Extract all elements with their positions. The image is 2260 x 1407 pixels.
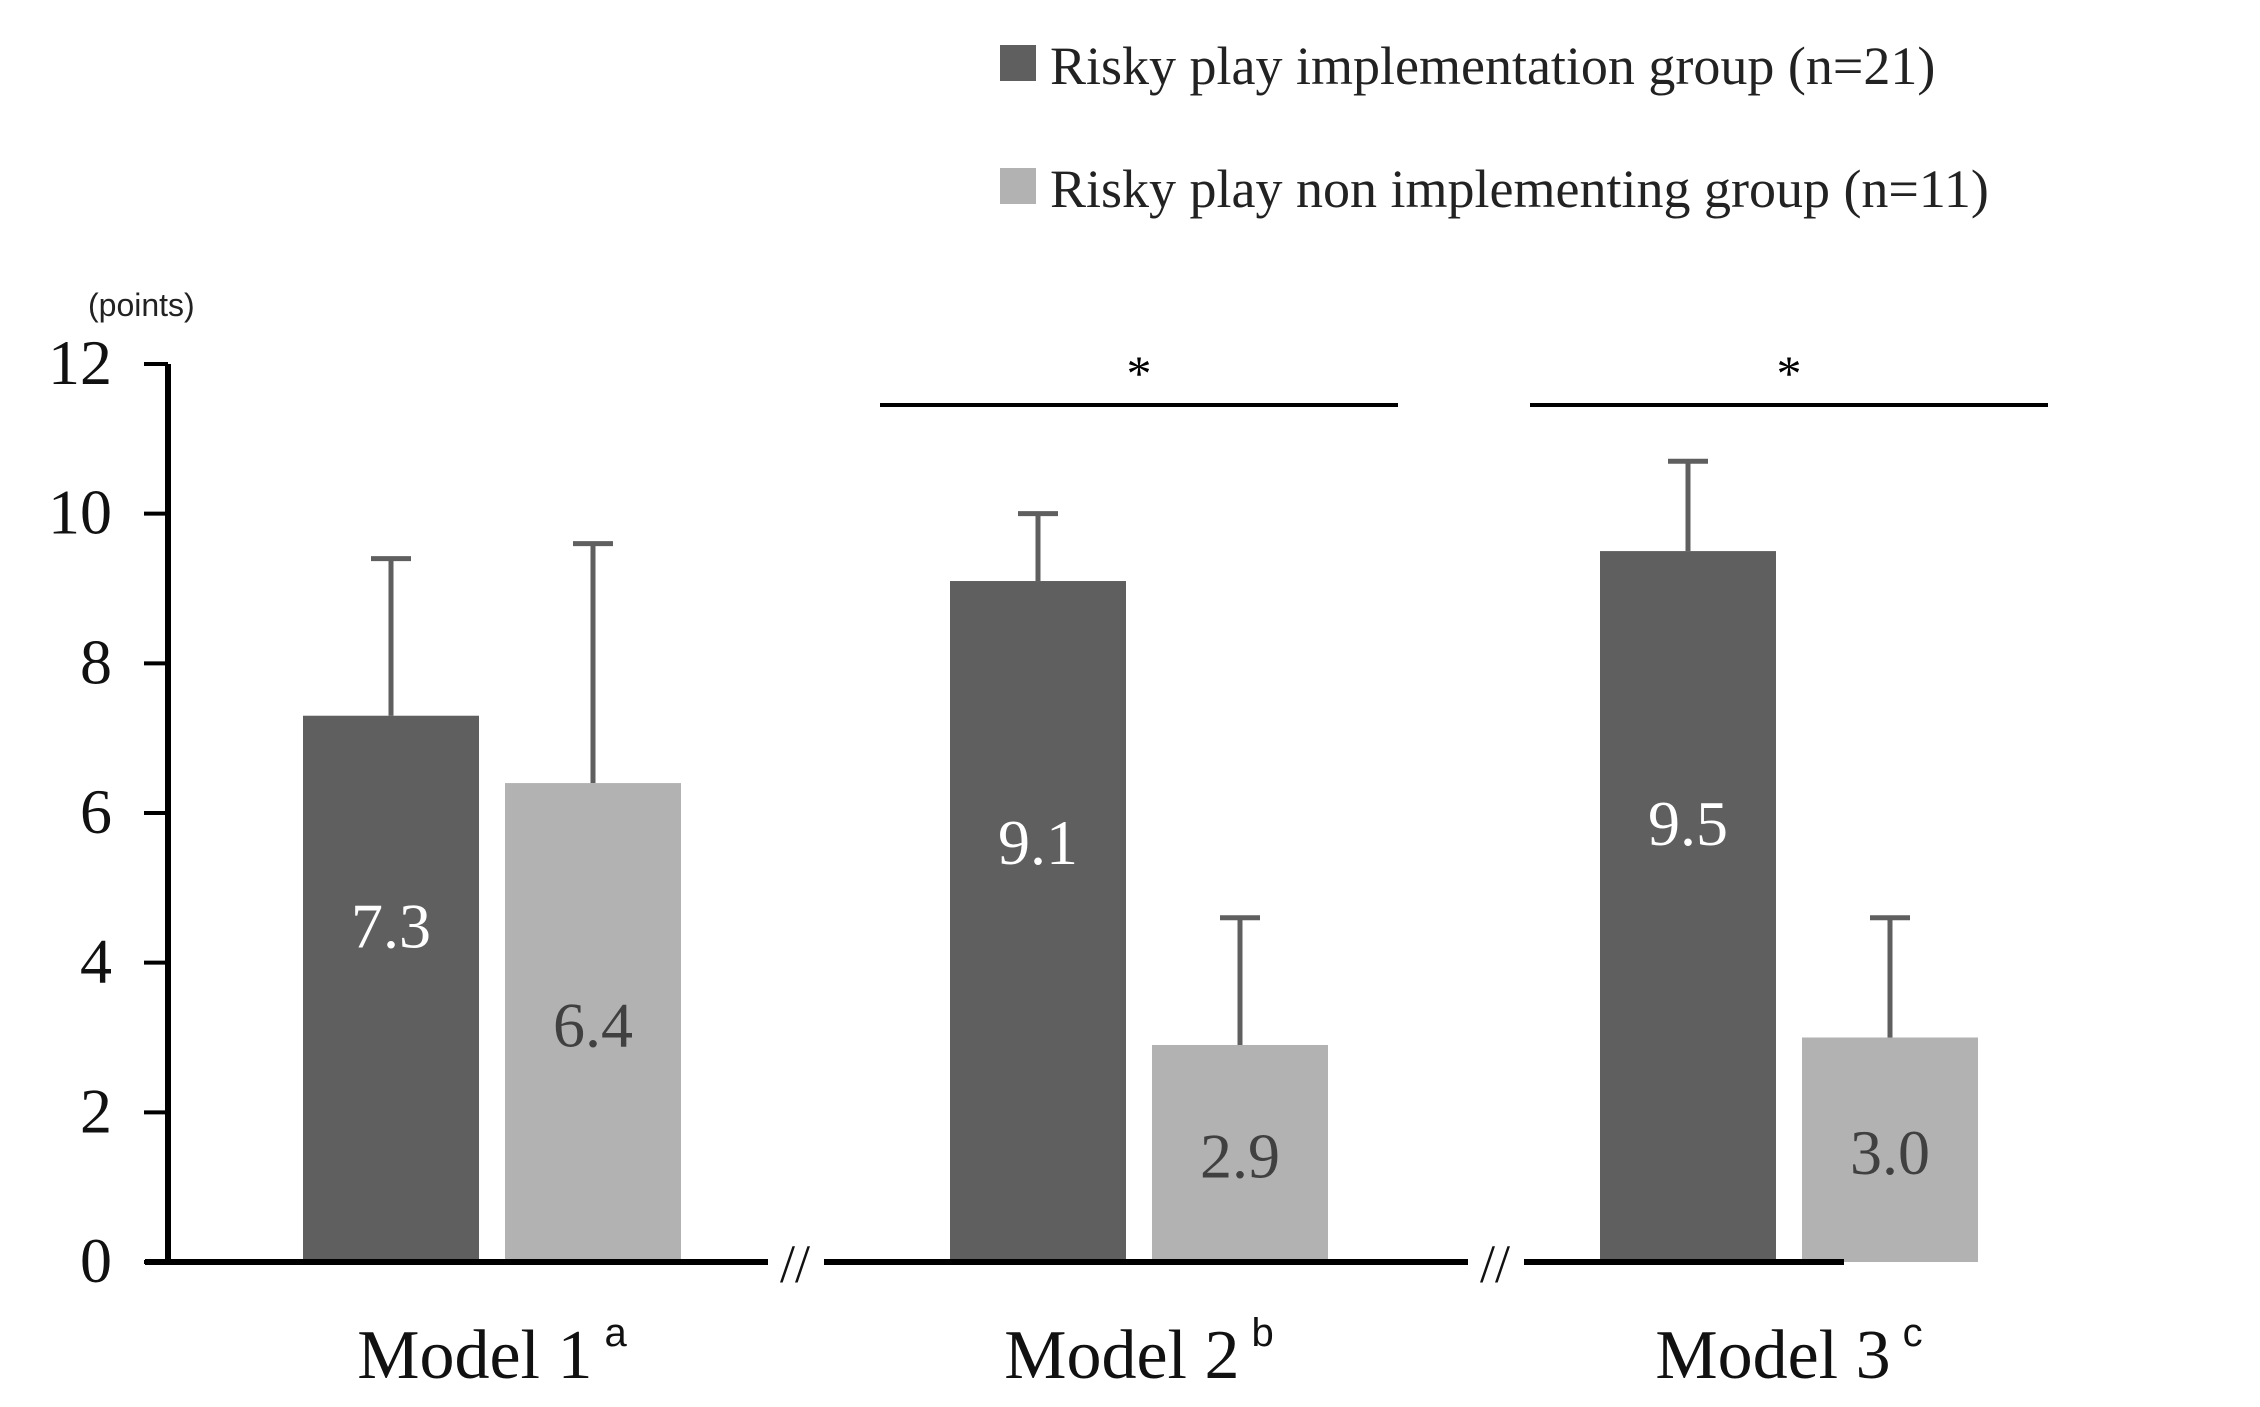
bar-value-label: 7.3 [351, 890, 431, 961]
axes-layer: // // [145, 364, 1844, 1294]
significance-asterisk: * [1777, 345, 1802, 401]
bar-non-implementing [1152, 1044, 1328, 1262]
bars-layer: 7.3 6.4 9.1 2.9 9.5 3.0 [303, 458, 1978, 1262]
category-label-text: Model 1 [357, 1317, 592, 1394]
category-label: Model 2 b [1004, 1311, 1274, 1394]
category-label-text: Model 3 [1655, 1317, 1890, 1394]
y-axis-ticks: 0 2 4 6 8 10 12 [48, 327, 168, 1296]
y-axis-label: (points) [88, 287, 195, 323]
category-labels: Model 1 a Model 2 b Model 3 c [357, 1311, 1922, 1394]
chart-legend: Risky play implementation group (n=21) R… [1000, 36, 1989, 219]
category-label: Model 1 a [357, 1311, 627, 1394]
y-tick-label: 4 [80, 926, 112, 997]
bar-value-label: 6.4 [553, 990, 633, 1061]
axis-break-symbol: // [1480, 1234, 1510, 1294]
y-tick-label: 2 [80, 1075, 112, 1146]
category-label-superscript: c [1903, 1311, 1923, 1355]
legend-swatch-non-implementing [1000, 168, 1036, 204]
y-tick-label: 12 [48, 327, 112, 398]
significance-asterisk: * [1127, 345, 1152, 401]
axis-break-symbol: // [780, 1234, 810, 1294]
legend-label-non-implementing: Risky play non implementing group (n=11) [1050, 159, 1989, 219]
category-label: Model 3 c [1655, 1311, 1922, 1394]
bar-implementation [1600, 551, 1776, 1262]
legend-swatch-implementation [1000, 45, 1036, 81]
category-label-text: Model 2 [1004, 1317, 1239, 1394]
y-tick-label: 8 [80, 626, 112, 697]
bar-value-label: 9.5 [1648, 788, 1728, 859]
category-label-superscript: b [1252, 1311, 1274, 1355]
y-tick-label: 10 [48, 477, 112, 548]
bar-value-label: 2.9 [1200, 1120, 1280, 1191]
y-tick-label: 6 [80, 776, 112, 847]
category-label-superscript: a [605, 1311, 628, 1355]
bar-non-implementing [505, 783, 681, 1262]
bar-value-label: 3.0 [1850, 1117, 1930, 1188]
bar-implementation [303, 715, 479, 1262]
legend-label-implementation: Risky play implementation group (n=21) [1050, 36, 1935, 96]
bar-value-label: 9.1 [998, 807, 1078, 878]
bar-implementation [950, 581, 1126, 1262]
y-tick-label: 0 [80, 1225, 112, 1296]
bar-non-implementing [1802, 1037, 1978, 1262]
significance-layer: * * [880, 345, 2048, 407]
